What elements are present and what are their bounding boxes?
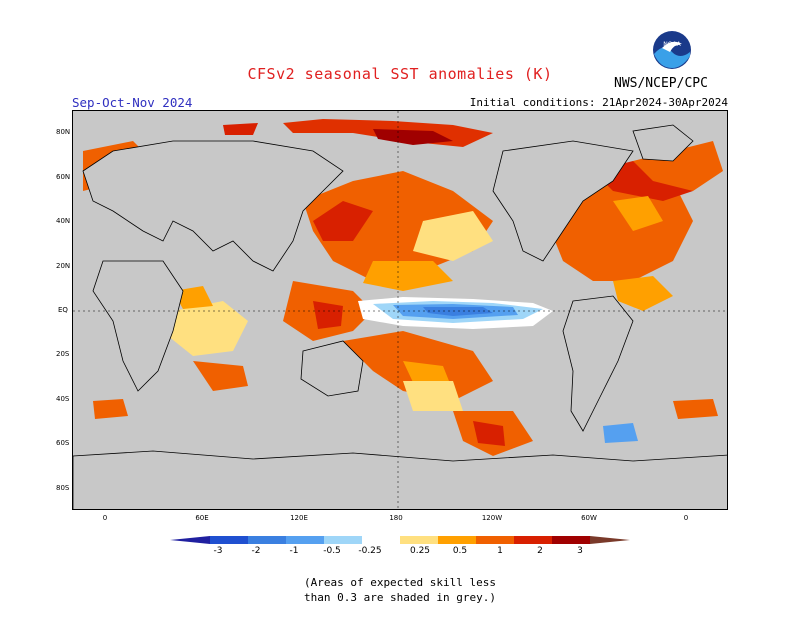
lat-label: 60S [56,439,70,447]
colorbar-max-arrow [590,536,630,544]
lat-label: 80N [56,128,71,136]
colorbar-label: -0.5 [323,546,341,556]
lat-label: 80S [56,484,70,492]
lon-label: 60W [581,514,597,522]
logo-text: NOAA [663,41,681,48]
colorbar-label: 2 [537,546,543,556]
colorbar-label: -3 [213,546,223,556]
lon-label: 0 [102,514,108,522]
chart-title: CFSv2 seasonal SST anomalies (K) [247,65,553,83]
lon-label: 120W [481,514,503,522]
anomaly-fields [83,119,723,456]
map-grid [73,111,727,509]
skill-note-line2: than 0.3 are shaded in grey.) [303,591,497,604]
map-svg [73,111,727,509]
lon-label: 60E [195,514,209,522]
colorbar-label: -0.25 [358,546,382,556]
colorbar-label: 0.25 [409,546,431,556]
lat-label: 40S [56,395,70,403]
lon-label: 120E [290,514,308,522]
colorbar-label: 1 [497,546,503,556]
colorbar-label: 0.5 [452,546,468,556]
colorbar [170,536,630,544]
initial-conditions: Initial conditions: 21Apr2024-30Apr2024 [469,96,728,109]
lon-label: 0 [683,514,689,522]
skill-note-line1: (Areas of expected skill less [303,576,497,589]
lat-label: 20S [56,350,70,358]
agency-label: NWS/NCEP/CPC [614,76,708,91]
noaa-logo: NOAA [652,30,692,70]
colorbar-label: -1 [289,546,299,556]
lat-label: 40N [56,217,71,225]
colorbar-min-arrow [170,536,210,544]
lat-label: 60N [56,173,71,181]
lat-label: EQ [58,306,68,314]
season-label: Sep-Oct-Nov 2024 [72,95,193,110]
sst-anomaly-map [72,110,728,510]
colorbar-label: -2 [251,546,261,556]
lon-label: 180 [389,514,403,522]
land-masses [73,124,727,509]
colorbar-label: 3 [577,546,583,556]
lat-label: 20N [56,262,71,270]
